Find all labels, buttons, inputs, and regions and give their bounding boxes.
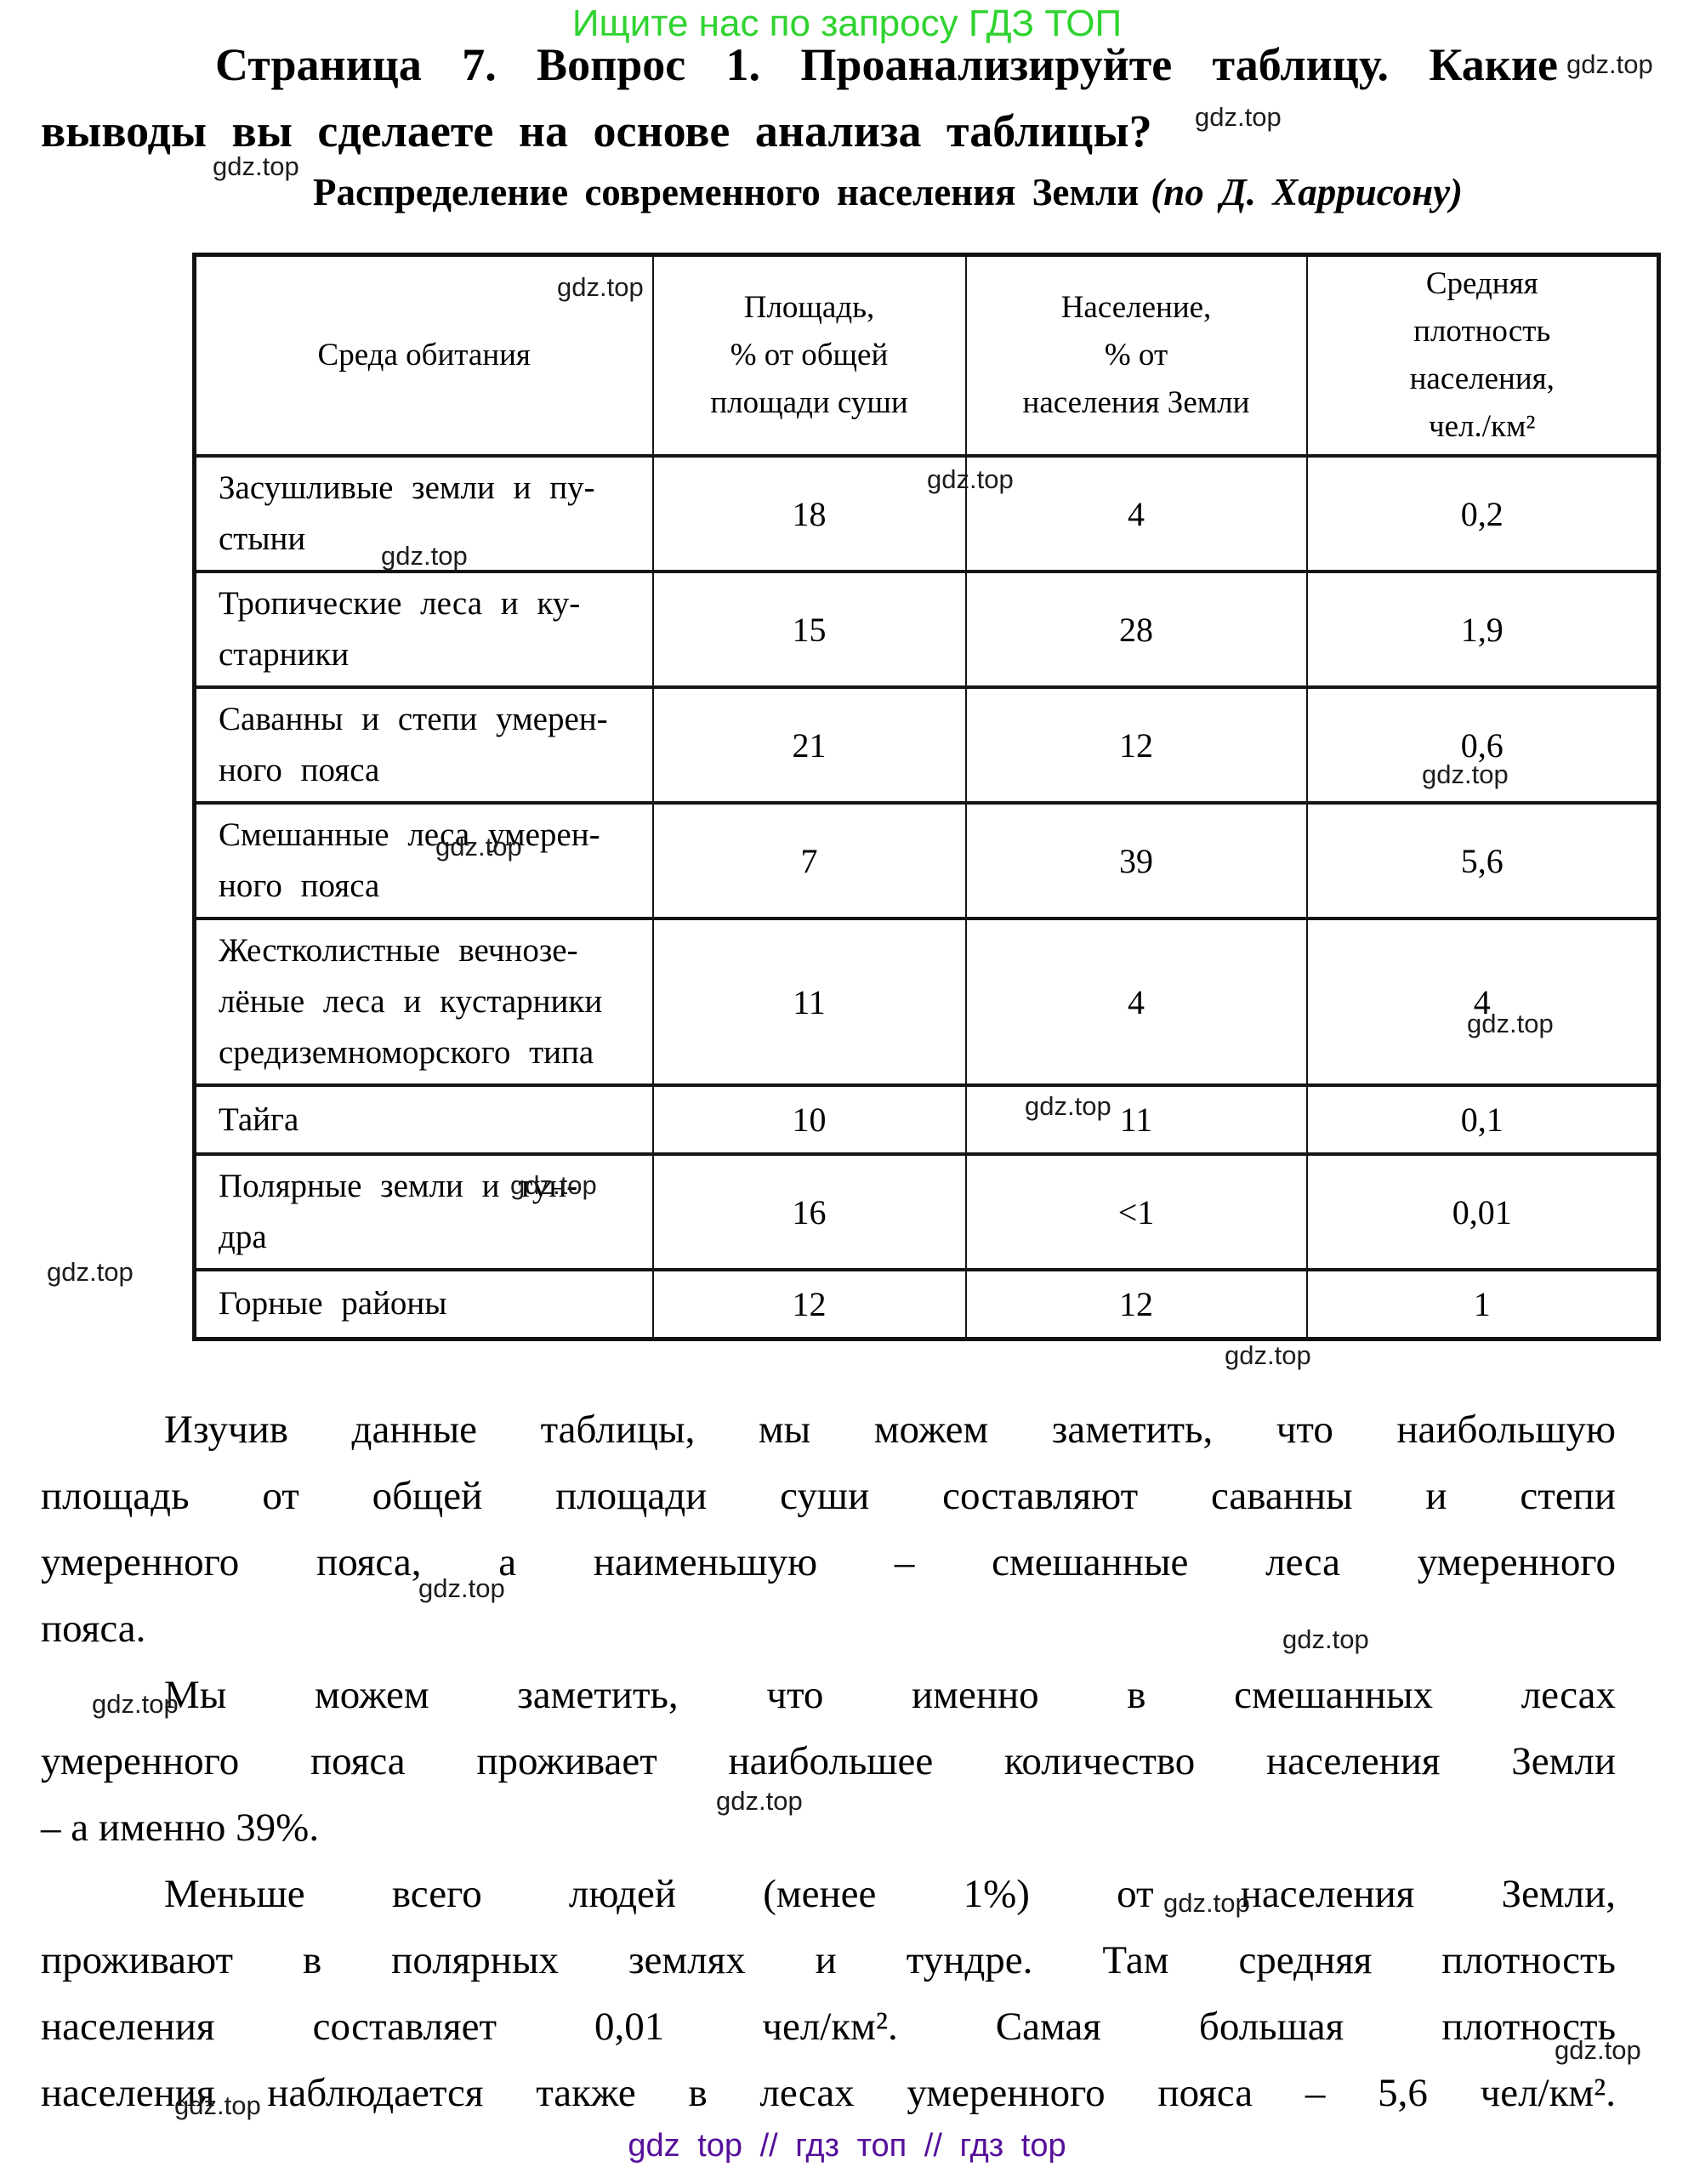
cell-area: 16 [651, 1153, 967, 1271]
cell-density: 0,6 [1305, 686, 1660, 805]
table-header-row: Среда обитания Площадь, % от общей площа… [193, 253, 1660, 458]
cell-habitat: Горные районы [193, 1269, 654, 1340]
paragraph-line: Меньше всего людей (менее 1%) от населен… [164, 1872, 1616, 1916]
gdz-watermark: gdz.top [1163, 1888, 1250, 1918]
cell-density: 1,9 [1305, 571, 1660, 689]
cell-population: 11 [964, 1084, 1308, 1156]
gdz-watermark: gdz.top [1555, 2035, 1641, 2065]
gdz-watermark: gdz.top [927, 464, 1014, 494]
paragraph-line: населения наблюдается также в лесах умер… [41, 2071, 1616, 2115]
gdz-watermark: gdz.top [1566, 49, 1653, 79]
cell-density: 0,01 [1305, 1153, 1660, 1271]
paragraph-line: площадь от общей площади суши составляют… [41, 1474, 1616, 1518]
table-row: Смешанные леса умерен- ного пояса 7 39 5… [193, 802, 1660, 920]
gdz-watermark: gdz.top [1225, 1340, 1311, 1370]
promo-banner: Ищите нас по запросу ГДЗ ТОП [571, 3, 1123, 44]
gdz-watermark: gdz.top [1282, 1624, 1369, 1654]
gdz-watermark: gdz.top [557, 272, 644, 302]
table-row: Тайга 10 11 0,1 [193, 1084, 1660, 1156]
paragraph-line: проживают в полярных землях и тундре. Та… [41, 1938, 1616, 1982]
paragraph-line: умеренного пояса, а наименьшую – смешанн… [41, 1540, 1616, 1584]
cell-area: 21 [651, 686, 967, 805]
cell-habitat: Саванны и степи умерен- ного пояса [193, 686, 654, 805]
paragraph-line: Мы можем заметить, что именно в смешанны… [164, 1673, 1616, 1717]
cell-area: 18 [651, 455, 967, 573]
cell-population: 12 [964, 686, 1308, 805]
gdz-watermark: gdz.top [47, 1257, 134, 1287]
col-header-population: Население, % от населения Земли [964, 253, 1308, 458]
population-distribution-table: Среда обитания Площадь, % от общей площа… [192, 253, 1661, 1341]
cell-population: 4 [964, 918, 1308, 1087]
gdz-watermark: gdz.top [1422, 759, 1509, 789]
cell-density: 5,6 [1305, 802, 1660, 920]
cell-density: 0,1 [1305, 1084, 1660, 1156]
table-caption-source: (по Д. Харрисону) [1151, 171, 1464, 213]
cell-area: 12 [651, 1269, 967, 1340]
table-row: Полярные земли и тун- дра 16 <1 0,01 [193, 1153, 1660, 1271]
gdz-watermark: gdz.top [510, 1170, 597, 1200]
paragraph-line: – а именно 39%. [41, 1806, 320, 1850]
gdz-watermark: gdz.top [92, 1689, 179, 1719]
cell-habitat: Жестколистные вечнозе- лёные леса и куст… [193, 918, 654, 1087]
cell-habitat: Полярные земли и тун- дра [193, 1153, 654, 1271]
col-header-habitat: Среда обитания [193, 253, 654, 458]
gdz-watermark: gdz.top [418, 1573, 505, 1603]
cell-population: <1 [964, 1153, 1308, 1271]
col-header-density: Средняя плотность населения, чел./км² [1305, 253, 1660, 458]
col-header-area: Площадь, % от общей площади суши [651, 253, 967, 458]
gdz-watermark: gdz.top [716, 1786, 803, 1816]
table-row: Засушливые земли и пу- стыни 18 4 0,2 [193, 455, 1660, 573]
cell-population: 4 [964, 455, 1308, 573]
gdz-watermark: gdz.top [381, 541, 468, 571]
table-row: Горные районы 12 12 1 [193, 1269, 1660, 1340]
gdz-watermark: gdz.top [1025, 1091, 1111, 1121]
table-caption-text: Распределение современного населения Зем… [313, 171, 1140, 213]
cell-population: 12 [964, 1269, 1308, 1340]
gdz-watermark: gdz.top [1467, 1009, 1554, 1038]
cell-habitat: Тайга [193, 1084, 654, 1156]
table-row: Жестколистные вечнозе- лёные леса и куст… [193, 918, 1660, 1087]
cell-area: 10 [651, 1084, 967, 1156]
table-caption: Распределение современного населения Зем… [313, 170, 1463, 214]
cell-habitat: Засушливые земли и пу- стыни [193, 455, 654, 573]
question-title-line2: выводы вы сделаете на основе анализа таб… [41, 105, 1152, 156]
gdz-watermark: gdz.top [1195, 102, 1282, 132]
paragraph-line: умеренного пояса проживает наибольшее ко… [41, 1739, 1616, 1783]
table-row: Саванны и степи умерен- ного пояса 21 12… [193, 686, 1660, 805]
answer-text: Изучив данные таблицы, мы можем заметить… [41, 1396, 1616, 2126]
cell-habitat: Тропические леса и ку- старники [193, 571, 654, 689]
cell-density: 4 [1305, 918, 1660, 1087]
gdz-watermark: gdz.top [435, 832, 522, 862]
gdz-watermark: gdz.top [213, 151, 299, 181]
paragraph-line: пояса. [41, 1607, 146, 1651]
cell-population: 39 [964, 802, 1308, 920]
cell-density: 0,2 [1305, 455, 1660, 573]
footer-tagline: gdz top // гдз топ // гдз top [628, 2128, 1066, 2164]
paragraph-line: Изучив данные таблицы, мы можем заметить… [164, 1408, 1616, 1452]
cell-area: 7 [651, 802, 967, 920]
cell-habitat: Смешанные леса умерен- ного пояса [193, 802, 654, 920]
cell-area: 15 [651, 571, 967, 689]
cell-density: 1 [1305, 1269, 1660, 1340]
cell-population: 28 [964, 571, 1308, 689]
question-title-line1: Страница 7. Вопрос 1. Проанализируйте та… [215, 39, 1558, 90]
gdz-watermark: gdz.top [174, 2090, 261, 2120]
paragraph-line: населения составляет 0,01 чел/км². Самая… [41, 2005, 1616, 2049]
cell-area: 11 [651, 918, 967, 1087]
table-row: Тропические леса и ку- старники 15 28 1,… [193, 571, 1660, 689]
